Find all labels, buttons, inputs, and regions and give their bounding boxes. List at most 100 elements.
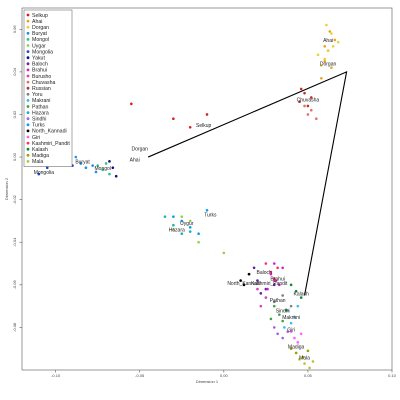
point-mongol <box>101 168 105 172</box>
point-mongol <box>104 162 108 165</box>
legend-marker <box>26 160 30 163</box>
legend-marker <box>26 19 30 23</box>
plot-border <box>21 7 393 371</box>
point-dorgan <box>336 40 340 44</box>
population-label: Dorgan <box>132 147 149 153</box>
legend-marker <box>26 62 30 66</box>
population-label: Kashmiri_Pandit <box>251 281 288 287</box>
population-label: Brahui <box>270 277 284 283</box>
point-uygar <box>180 215 184 218</box>
point-north-kannadi <box>239 279 242 282</box>
point-makrani <box>293 315 296 319</box>
point-uygar <box>197 240 200 244</box>
x-axis-title: Dimension 1 <box>196 379 219 384</box>
point-chuvasha <box>309 108 313 112</box>
legend-label: Kalash <box>32 147 48 153</box>
point-north-kannadi <box>247 272 251 276</box>
point-ahai <box>320 76 323 80</box>
point-turks <box>197 232 200 236</box>
legend-marker <box>26 147 30 151</box>
point-ahai <box>333 38 337 42</box>
legend-label: Mongolia <box>32 49 53 55</box>
legend-marker <box>26 38 30 41</box>
point-turks <box>172 215 175 218</box>
legend-marker <box>26 105 30 108</box>
population-label: Uygur <box>180 221 194 227</box>
legend-label: Chuvasha <box>32 80 55 86</box>
legend-marker <box>26 44 30 47</box>
point-uygar <box>188 219 192 223</box>
legend-label: Dorgan <box>32 25 49 31</box>
legend-label: Brahui <box>32 68 47 74</box>
legend-label: Makrani <box>32 98 50 104</box>
population-label: Mala <box>299 355 310 361</box>
point-mongol <box>96 164 99 167</box>
point-giri <box>289 330 293 333</box>
point-makrani <box>289 321 293 325</box>
point-north-kannadi <box>242 283 246 287</box>
point-chuvasha <box>303 104 306 108</box>
population-label: Ahai <box>130 157 140 163</box>
population-label: Mongolia <box>34 170 55 176</box>
population-label: Kalash <box>294 291 310 297</box>
point-pathan <box>284 309 288 312</box>
point-turks <box>180 219 184 223</box>
point-hazara <box>163 215 167 218</box>
point-madiga <box>301 355 305 359</box>
axes: -0.10 -0.05 0.00 0.05 0.10 -0.08 -0.06 -0.04 -0.… <box>4 25 397 384</box>
point-selkup <box>172 117 175 121</box>
labels-layer: Selkup Ahai Dorgan Chuvasha Dorgan Ahai Buryat… <box>34 38 337 361</box>
point-russian <box>303 91 306 95</box>
point-chuvasha <box>306 113 310 116</box>
point-brahui <box>278 283 281 287</box>
point-dorgan <box>323 57 327 61</box>
legend-marker <box>26 31 30 35</box>
point-ahai <box>323 59 327 63</box>
legend-marker <box>26 135 30 139</box>
point-mongolia <box>37 172 41 176</box>
legend-label: Russian <box>32 86 51 92</box>
point-pathan <box>269 317 273 321</box>
population-label: Hazara <box>169 228 185 234</box>
x-tick-label: -0.10 <box>51 373 61 378</box>
legend-marker <box>26 99 30 102</box>
x-tick-label: 0.05 <box>304 373 313 378</box>
point-mala <box>311 360 315 363</box>
point-sindhi <box>276 332 279 336</box>
point-ahai <box>328 30 332 33</box>
point-yakut <box>111 166 115 170</box>
population-label: Madiga <box>288 345 305 351</box>
point-giri <box>296 341 300 344</box>
legend-marker <box>26 68 30 72</box>
point-pathan <box>272 304 276 308</box>
legend-marker <box>26 129 30 133</box>
population-label: Buryat <box>75 159 90 165</box>
point-dorgan <box>316 53 320 57</box>
y-tick-label: 0.00 <box>12 152 17 161</box>
legend-label: Pathan <box>32 104 49 110</box>
point-dorgan <box>330 32 333 35</box>
y-tick-label: -0.06 <box>12 279 17 289</box>
y-tick-label: -0.08 <box>12 322 17 332</box>
point-hazara <box>180 232 184 236</box>
population-label: Baloch <box>257 270 273 276</box>
point-yakut <box>108 160 111 163</box>
legend-label: Mala <box>32 159 43 165</box>
legend-label: Kashmiri_Pandit <box>32 141 70 147</box>
y-axis-title: Dimension 2 <box>4 177 9 200</box>
legend-marker <box>26 141 30 145</box>
point-sindhi <box>281 336 284 340</box>
point-yoru <box>281 294 284 297</box>
admixture-path-line <box>147 70 348 296</box>
legend-label: Yakut <box>32 56 45 62</box>
points-layer <box>37 23 340 370</box>
point-buryat <box>94 170 98 174</box>
population-label: Chuvasha <box>297 98 320 104</box>
point-brahui <box>281 266 284 270</box>
point-buryat <box>84 166 88 170</box>
point-kalash <box>294 289 298 293</box>
point-uygar <box>222 251 226 255</box>
point-dorgan <box>325 23 328 27</box>
point-russian <box>306 104 310 108</box>
legend: SelkupAhaiDorganBuryatMongolUygarMongoli… <box>23 9 73 167</box>
